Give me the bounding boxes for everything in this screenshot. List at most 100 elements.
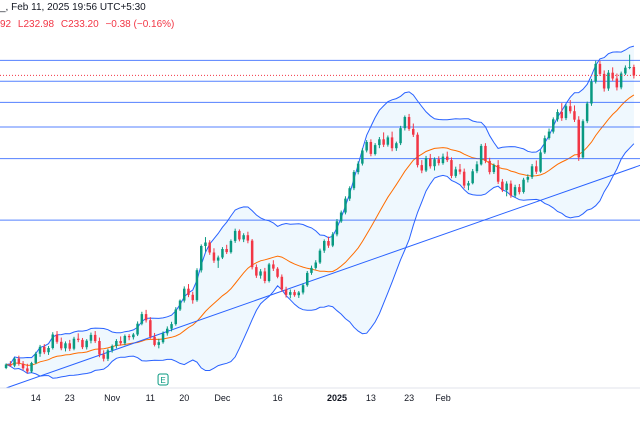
candle-body	[47, 348, 50, 353]
candle-body	[144, 314, 148, 321]
candle	[335, 219, 339, 237]
candle	[539, 150, 542, 173]
ohlc-change: −0.38 (−0.16%)	[105, 19, 175, 30]
candle	[276, 267, 279, 279]
x-tick-label: 11	[146, 393, 155, 403]
candle	[43, 344, 46, 355]
candle-body	[204, 242, 207, 246]
candle-body	[212, 252, 216, 261]
candle	[577, 116, 580, 161]
candle	[429, 153, 432, 169]
candle	[386, 135, 390, 147]
symbol-header: _, Feb 11, 2025 19:56 UTC+5:30	[0, 2, 146, 13]
candle	[446, 151, 449, 163]
candle	[420, 160, 423, 174]
candle-body	[365, 142, 368, 151]
x-axis: 14 23 Nov 11 20 Dec 16 2025 13 23 Feb	[0, 387, 640, 403]
earnings-marker-label: E	[160, 376, 165, 385]
candle-body	[505, 183, 508, 191]
candle-body	[293, 292, 296, 296]
candle	[34, 351, 37, 365]
candle-body	[352, 172, 356, 189]
candle-body	[123, 336, 127, 344]
candle	[144, 309, 148, 323]
candle	[259, 269, 262, 279]
candle-body	[628, 67, 631, 68]
candle	[64, 341, 67, 352]
candle	[132, 332, 135, 340]
candle	[229, 239, 233, 254]
candle	[378, 137, 381, 149]
basis-line	[6, 94, 635, 366]
candle-body	[378, 139, 381, 146]
candle-body	[246, 235, 250, 241]
candle-body	[43, 346, 46, 353]
candle	[628, 54, 631, 70]
candle	[21, 361, 25, 371]
candle	[412, 123, 415, 138]
candle-body	[327, 241, 330, 246]
candle	[547, 128, 551, 140]
candle	[161, 331, 165, 344]
candle	[348, 186, 351, 201]
x-tick-label: 2025	[327, 393, 347, 403]
candle	[484, 143, 487, 164]
x-tick-label: 20	[179, 393, 189, 403]
candle-body	[183, 288, 186, 301]
candle-body	[102, 354, 105, 359]
candle-body	[543, 138, 546, 153]
candle	[454, 166, 457, 178]
candle-body	[161, 333, 165, 343]
candle	[170, 321, 173, 332]
candle	[140, 311, 144, 326]
candle	[306, 270, 309, 287]
candle-body	[403, 117, 407, 129]
candle-body	[17, 358, 21, 364]
candle	[208, 240, 211, 255]
candle-body	[306, 272, 309, 286]
candle	[9, 361, 12, 367]
candle-body	[632, 67, 636, 76]
x-tick-label: Dec	[214, 393, 231, 403]
candle-body	[602, 73, 606, 89]
ohlc-close: C233.20	[60, 19, 99, 30]
candle-body	[518, 187, 521, 193]
candle	[607, 70, 610, 91]
candle	[433, 157, 436, 171]
candle-body	[501, 181, 504, 191]
candle	[77, 333, 80, 343]
candle-body	[170, 324, 173, 329]
candle-body	[484, 145, 487, 161]
candle	[556, 109, 559, 122]
candle	[327, 236, 330, 248]
candle	[437, 156, 440, 166]
candle	[356, 161, 360, 175]
candle-body	[98, 341, 101, 355]
candle-body	[454, 169, 457, 176]
candle	[492, 163, 496, 174]
candle-body	[26, 368, 29, 372]
candle	[624, 65, 627, 76]
candle	[212, 248, 216, 263]
candle	[17, 355, 21, 366]
candle-body	[569, 106, 572, 112]
candle-body	[539, 152, 542, 172]
candle-body	[462, 171, 466, 186]
candle-body	[348, 188, 351, 199]
candle	[564, 104, 568, 121]
candle-body	[284, 289, 288, 295]
candle-body	[331, 234, 334, 246]
candle	[450, 157, 453, 179]
candle-body	[187, 288, 190, 295]
candle	[30, 361, 33, 373]
candle-body	[110, 346, 114, 351]
candle-body	[407, 117, 411, 129]
candle-body	[34, 353, 37, 363]
candle-body	[216, 257, 220, 261]
candle	[475, 161, 479, 174]
candle-body	[585, 103, 589, 122]
candle	[518, 183, 521, 195]
candle-body	[382, 139, 385, 145]
